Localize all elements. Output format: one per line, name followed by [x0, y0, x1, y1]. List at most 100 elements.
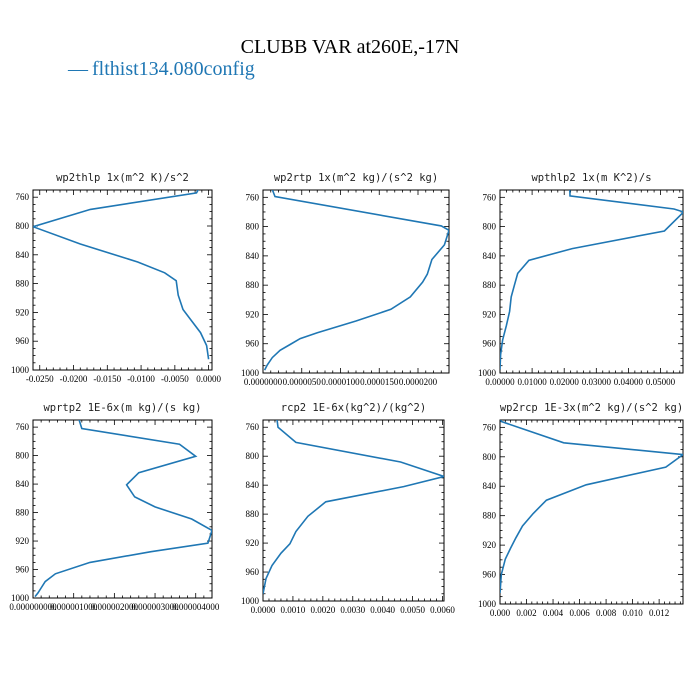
x-tick-label: 0.05000 [646, 377, 676, 387]
y-tick-label: 800 [246, 451, 260, 461]
panel-title: wprtp2 1E-6x(m kg)/(s kg) [43, 402, 201, 414]
page-title: CLUBB VAR at260E,-17N [240, 36, 460, 58]
x-tick-label: 0.000000000 [9, 602, 57, 612]
y-tick-label: 960 [16, 336, 30, 346]
panel-title: wp2thlp 1x(m^2 K)/s^2 [56, 172, 189, 184]
y-tick-label: 920 [483, 540, 497, 550]
plot-frame [262, 189, 450, 374]
panel-4: wprtp2 1E-6x(m kg)/(s kg) 760 800 840 880 920… [9, 402, 219, 612]
series-line [263, 420, 444, 594]
panel-title: wp2rtp 1x(m^2 kg)/(s^2 kg) [274, 172, 438, 184]
x-tick-label: 0.010 [622, 608, 643, 618]
panel-5: rcp2 1E-6x(kg^2)/(kg^2) 760 800 840 880 920 96… [241, 402, 455, 615]
x-tick-label: 0.0000000 [244, 377, 283, 387]
y-tick-label: 1000 [241, 368, 260, 378]
y-tick-label: 760 [483, 192, 497, 202]
y-tick-label: 800 [16, 451, 30, 461]
y-tick-label: 880 [246, 509, 260, 519]
x-tick-label: 0.0000150 [360, 377, 399, 387]
y-tick-label: 1000 [11, 365, 30, 375]
y-tick-label: 920 [246, 309, 260, 319]
x-tick-label: 0.01000 [517, 377, 547, 387]
x-tick-label: -0.0250 [26, 374, 54, 384]
panel-2: wp2rtp 1x(m^2 kg)/(s^2 kg) 760 800 840 880 92… [241, 172, 450, 387]
y-tick-label: 840 [246, 251, 260, 261]
x-tick-label: 0.004 [543, 608, 564, 618]
y-tick-label: 880 [246, 280, 260, 290]
y-tick-label: 880 [483, 511, 497, 521]
series-line [33, 190, 210, 360]
y-tick-label: 760 [246, 422, 260, 432]
x-tick-label: 0.000002000 [91, 602, 139, 612]
plot-frame [499, 189, 684, 374]
x-tick-label: -0.0100 [127, 374, 155, 384]
y-tick-label: 880 [16, 279, 30, 289]
y-tick-label: 960 [246, 567, 260, 577]
x-tick-label: 0.0030 [340, 605, 365, 615]
x-tick-label: 0.008 [596, 608, 617, 618]
x-tick-label: -0.0050 [161, 374, 189, 384]
x-tick-label: 0.0000200 [399, 377, 438, 387]
x-tick-label: -0.0150 [93, 374, 121, 384]
plot-frame [499, 419, 684, 605]
y-tick-label: 1000 [478, 599, 497, 609]
y-tick-label: 840 [16, 479, 30, 489]
x-tick-label: 0.000004000 [172, 602, 220, 612]
y-tick-label: 880 [483, 280, 497, 290]
y-tick-label: 800 [483, 452, 497, 462]
legend-marker: — [68, 58, 88, 80]
panel-1: wp2thlp 1x(m^2 K)/s^2 760 800 840 880 920 960 1… [11, 172, 221, 384]
x-tick-label: 0.000 [490, 608, 511, 618]
series-line [500, 190, 683, 370]
x-tick-label: 0.03000 [582, 377, 612, 387]
legend-label: flthist134.080config [92, 58, 255, 80]
x-tick-label: 0.006 [569, 608, 590, 618]
y-tick-label: 800 [246, 222, 260, 232]
y-tick-label: 1000 [478, 368, 497, 378]
plot-frame [262, 419, 445, 602]
x-tick-label: -0.0200 [60, 374, 88, 384]
y-tick-label: 840 [483, 481, 497, 491]
y-tick-label: 840 [16, 250, 30, 260]
y-tick-label: 760 [483, 422, 497, 432]
x-tick-label: 0.0020 [310, 605, 335, 615]
y-tick-label: 800 [16, 221, 30, 231]
x-tick-label: 0.0050 [400, 605, 425, 615]
x-tick-label: 0.02000 [550, 377, 580, 387]
plot-frame [32, 189, 213, 371]
y-tick-label: 920 [16, 307, 30, 317]
x-tick-label: 0.000003000 [131, 602, 179, 612]
y-tick-label: 960 [483, 570, 497, 580]
series-line [500, 420, 683, 594]
y-tick-label: 800 [483, 222, 497, 232]
y-tick-label: 880 [16, 508, 30, 518]
x-tick-label: 0.0000100 [321, 377, 360, 387]
x-tick-label: 0.0000 [196, 374, 221, 384]
y-tick-label: 1000 [241, 596, 260, 606]
y-tick-label: 960 [246, 339, 260, 349]
legend: — flthist134.080config [68, 58, 255, 81]
y-tick-label: 760 [16, 192, 30, 202]
y-tick-label: 840 [483, 251, 497, 261]
series-line [263, 190, 449, 371]
panel-title: wpthlp2 1x(m K^2)/s [531, 172, 651, 184]
y-tick-label: 840 [246, 480, 260, 490]
y-tick-label: 920 [16, 536, 30, 546]
x-tick-label: 0.0000 [251, 605, 276, 615]
x-tick-label: 0.0040 [370, 605, 395, 615]
y-tick-label: 960 [16, 565, 30, 575]
y-tick-label: 920 [483, 309, 497, 319]
panel-3: wpthlp2 1x(m K^2)/s 760 800 840 880 920 960 100… [478, 172, 684, 387]
y-tick-label: 760 [16, 422, 30, 432]
x-tick-label: 0.04000 [614, 377, 644, 387]
panel-6: wp2rcp 1E-3x(m^2 kg)/(s^2 kg)760 800 840 88… [478, 402, 684, 618]
x-tick-label: 0.0000050 [283, 377, 322, 387]
y-tick-label: 760 [246, 192, 260, 202]
x-tick-label: 0.00000 [485, 377, 515, 387]
panel-title: rcp2 1E-6x(kg^2)/(kg^2) [281, 402, 426, 414]
plot-frame [32, 419, 213, 599]
y-tick-label: 1000 [11, 593, 30, 603]
y-tick-label: 920 [246, 538, 260, 548]
x-tick-label: 0.0060 [430, 605, 455, 615]
